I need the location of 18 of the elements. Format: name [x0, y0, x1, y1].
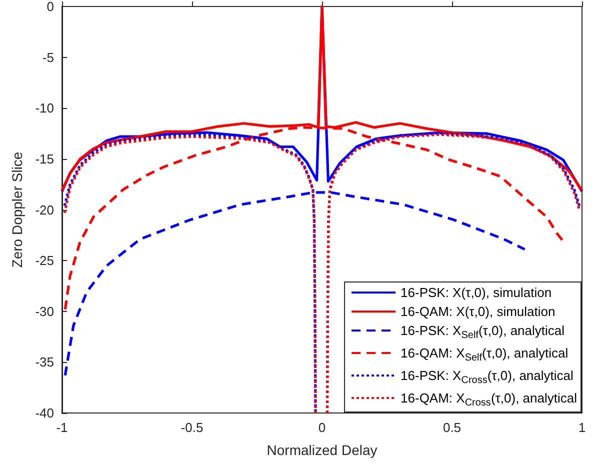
y-tick-label: -40: [35, 406, 54, 420]
x-tick-label: 0.5: [442, 420, 462, 435]
x-tick-label: -0.5: [180, 420, 204, 435]
x-axis-title: Normalized Delay: [266, 442, 378, 458]
x-tick-label: 0: [318, 420, 326, 435]
y-axis-title: Zero Doppler Slice: [9, 152, 25, 268]
y-tick-label: -25: [35, 253, 54, 268]
y-tick-label: -10: [35, 100, 54, 116]
y-tick-label: -15: [35, 151, 54, 166]
legend-label: 16-PSK: X(τ,0), simulation: [400, 285, 552, 300]
x-tick-label: -1: [56, 420, 68, 435]
legend-label: 16-QAM: X(τ,0), simulation: [400, 304, 556, 319]
y-tick-label: -30: [35, 304, 54, 319]
y-tick-label: -20: [35, 202, 54, 218]
y-tick-label: 0: [46, 0, 54, 14]
x-tick-label: 1: [578, 420, 586, 435]
y-tick-label: -5: [42, 50, 54, 65]
y-tick-label: -35: [35, 354, 54, 370]
